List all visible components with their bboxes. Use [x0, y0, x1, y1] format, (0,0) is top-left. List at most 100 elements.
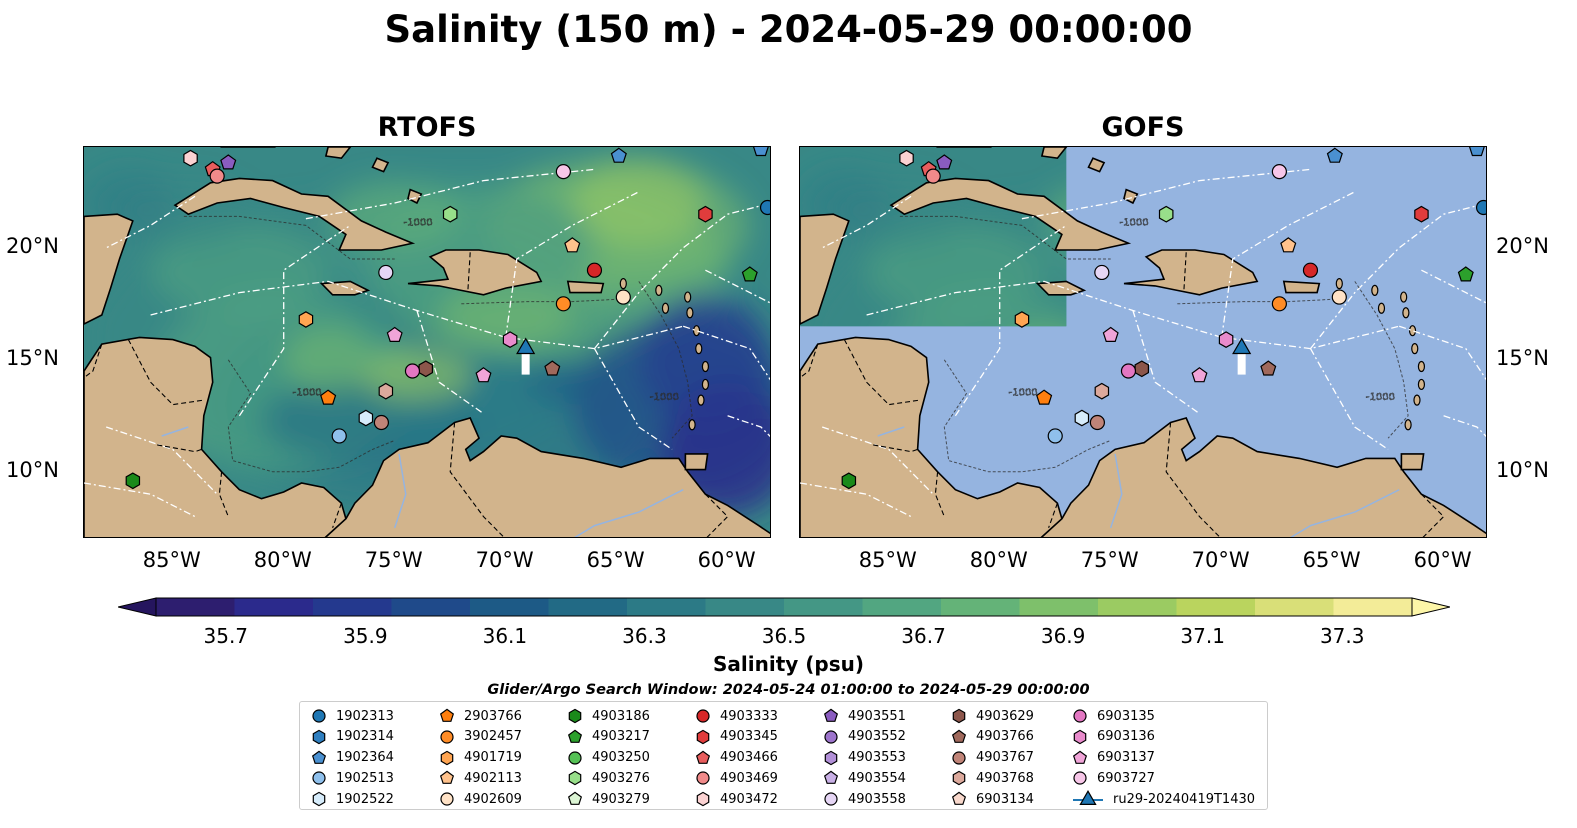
colorbar-bin — [1333, 598, 1413, 616]
legend-entry: 4903552 — [822, 727, 906, 747]
rtofs-panel-title: RTOFS — [377, 112, 477, 143]
legend-entry: 4903472 — [694, 789, 778, 809]
y-tick-label-right: 20°N — [1496, 233, 1549, 258]
float-marker-4902113 — [564, 237, 581, 253]
landmass-puerto-rico — [566, 280, 605, 294]
float-marker-4903276 — [442, 205, 458, 223]
legend-label: 6903134 — [976, 791, 1034, 807]
legend-marker — [696, 791, 710, 807]
legend-label: 4903469 — [720, 770, 778, 786]
eez-line — [238, 224, 351, 417]
river-line — [1290, 489, 1400, 537]
eez-line — [682, 325, 770, 381]
antilles-island — [1404, 419, 1412, 431]
float-marker-4903345 — [1414, 205, 1429, 223]
glider-marker — [1232, 337, 1252, 355]
contour-label: -1000 — [1120, 217, 1149, 228]
legend-label: 4903766 — [976, 729, 1034, 745]
colorbar-tick-label: 36.5 — [761, 624, 807, 648]
land — [800, 147, 1486, 537]
float-marker-4901719 — [298, 311, 314, 328]
antilles-island — [701, 360, 710, 373]
x-tick-label: 65°W — [1302, 548, 1361, 572]
salinity-patch — [439, 281, 573, 349]
legend-marker — [439, 771, 455, 785]
rivers — [877, 426, 1400, 537]
legend-entry: 1902522 — [310, 789, 394, 809]
salinity-patch — [572, 158, 706, 248]
border-line — [467, 252, 471, 291]
legend-label: 1902522 — [336, 791, 394, 807]
country-borders — [800, 252, 1445, 537]
eez-line — [800, 482, 912, 518]
antilles-island — [688, 419, 696, 431]
legend: 1902313 1902314 1902364 1902513 1902522 29037… — [299, 701, 1268, 810]
legend-entry: 4903554 — [822, 768, 906, 788]
colorbar-tick-label: 37.3 — [1319, 624, 1365, 648]
legend-label: 4903276 — [592, 770, 650, 786]
legend-float-icon — [696, 771, 710, 785]
eez-boundaries — [84, 168, 770, 518]
border-line — [127, 339, 204, 406]
colorbar-bin — [1176, 598, 1256, 616]
legend-marker — [440, 730, 454, 744]
contour-label: -1000 — [650, 392, 679, 403]
legend-marker — [1073, 771, 1087, 785]
landmass-cuba — [173, 177, 416, 251]
rtofs-map[interactable]: -1000 -1000 -1000 — [83, 146, 771, 538]
legend-entry: 4903767 — [950, 748, 1034, 768]
legend-label: 6903135 — [1097, 708, 1155, 724]
eez-line — [505, 191, 640, 338]
colorbar-max-extend — [1411, 597, 1451, 617]
legend-marker — [568, 771, 582, 786]
float-marker-4903629 — [1134, 360, 1149, 378]
float-marker-4903469 — [925, 168, 941, 184]
legend-entry: 1902364 — [310, 748, 394, 768]
landmass-yucatan — [800, 213, 850, 325]
float-marker-4903766 — [1260, 360, 1277, 376]
border-line — [332, 503, 342, 528]
float-marker-4903551 — [220, 154, 237, 170]
legend-marker — [824, 750, 838, 765]
float-marker-2903766 — [320, 389, 337, 405]
bathymetry-line — [1354, 281, 1409, 439]
border-line — [1183, 252, 1187, 291]
gofs-map[interactable]: -1000 -1000 -1000 — [799, 146, 1487, 538]
float-marker-6903727 — [1271, 164, 1287, 180]
legend-float-icon — [952, 771, 966, 786]
x-tick-label: 85°W — [858, 548, 917, 572]
float-marker-4903333 — [1302, 262, 1319, 278]
eez-boundaries — [800, 168, 1486, 518]
legend-label: 4903186 — [592, 708, 650, 724]
colorbar-bin — [1098, 598, 1177, 616]
eez-line — [821, 195, 912, 249]
legend-float-icon — [824, 730, 838, 744]
float-marker-3902457 — [1271, 296, 1287, 312]
legend-entry: 2903766 — [438, 706, 522, 726]
landmass-south-america — [324, 417, 770, 537]
bathymetry-line — [943, 359, 1111, 473]
legend-label: 1902314 — [336, 729, 394, 745]
legend-float-icon — [696, 791, 710, 807]
eez-line — [1309, 348, 1389, 450]
river-line — [393, 453, 407, 529]
legend-label: 1902313 — [336, 708, 394, 724]
legend-marker — [439, 708, 455, 722]
colorbar-bin — [470, 598, 549, 616]
x-tick-label: 60°W — [1413, 548, 1472, 572]
float-marker-1902513 — [331, 428, 347, 444]
colorbar-bin — [784, 598, 863, 616]
antilles-island — [1417, 360, 1426, 373]
border-line — [157, 444, 202, 453]
legend-float-icon — [311, 750, 327, 764]
legend-label: 4903558 — [848, 791, 906, 807]
legend-marker — [440, 750, 454, 765]
y-tick-label-left: 15°N — [6, 345, 59, 370]
landmass-bahamas-c — [407, 188, 423, 205]
colorbar-tick-label: 35.9 — [343, 624, 388, 648]
border-line — [800, 343, 819, 379]
float-marker-6903727 — [555, 164, 571, 180]
x-tick-label: 85°W — [142, 548, 201, 572]
legend-float-icon — [439, 708, 455, 722]
float-marker-4903768 — [378, 382, 394, 400]
